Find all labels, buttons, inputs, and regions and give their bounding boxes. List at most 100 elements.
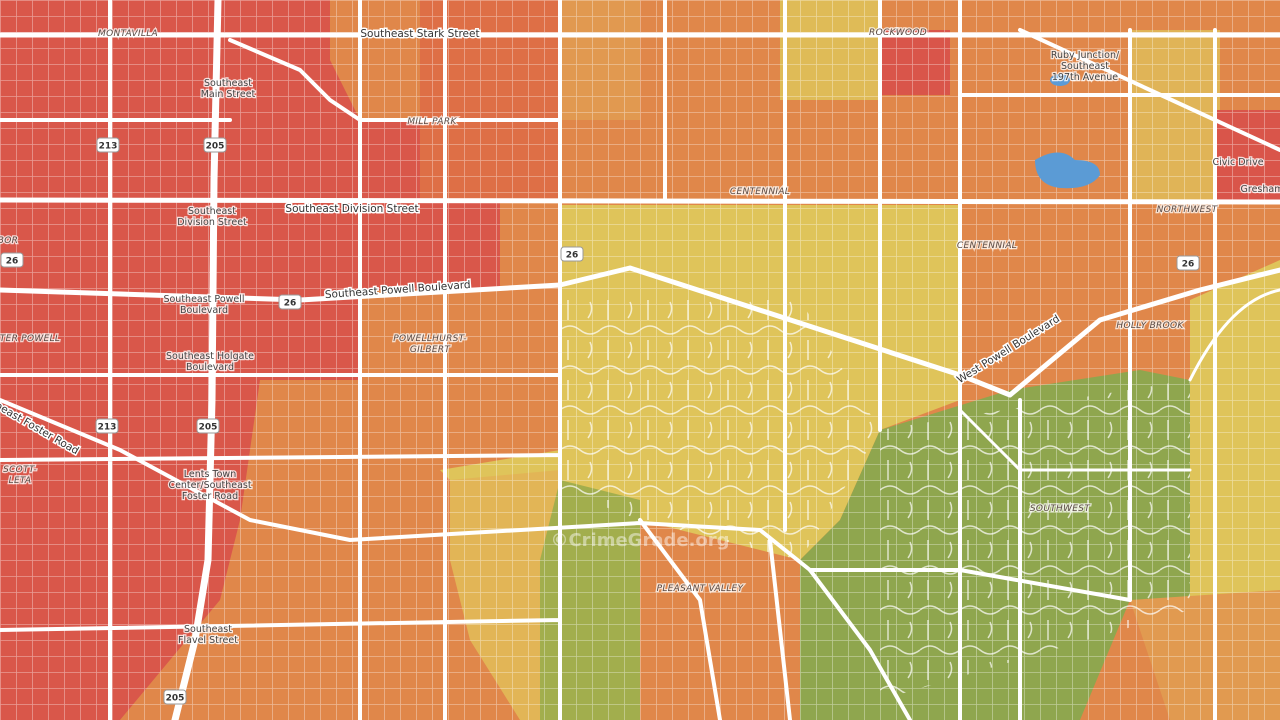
label-line: Southeast Holgate — [166, 351, 254, 362]
label-line: Southeast — [204, 78, 252, 89]
shield-body — [0, 252, 24, 268]
label-line: CENTENNIAL — [730, 187, 790, 197]
label-line: Southeast — [1061, 61, 1109, 72]
labels: MONTAVILLA Southeast Stark Street ROCKWOOD… — [0, 27, 1280, 648]
watermark: ©CrimeGrade.org — [550, 530, 729, 551]
label-line: Lents Town — [184, 469, 236, 480]
label-line: Southeast Stark Street — [360, 28, 479, 40]
label-line: HOLLY BROOK — [1116, 321, 1184, 331]
map-label: MILL PARK — [407, 117, 457, 127]
map-label: Ruby Junction/Southeast 197th Avenue — [1051, 50, 1120, 83]
shield-number: 213 — [99, 142, 118, 152]
label-line: Southeast — [188, 206, 236, 217]
shield-number: 205 — [166, 694, 185, 704]
label-line: Boulevard — [186, 362, 234, 373]
route-shield: 213 — [95, 418, 119, 434]
route-shield: 26 — [560, 246, 584, 262]
burnside — [1018, 28, 1280, 152]
label-line: 197th Avenue — [1052, 72, 1118, 83]
curvy-streets — [560, 300, 880, 560]
shield-number: 26 — [284, 299, 297, 309]
label-line: SOUTHWEST — [1030, 504, 1091, 514]
label-line: Southeast Powell — [163, 294, 244, 305]
label-line: SCOTT- — [3, 465, 37, 475]
water — [1035, 74, 1100, 189]
label-line: Flavel Street — [178, 635, 238, 646]
label-line: ROCKWOOD — [869, 28, 927, 38]
route-shield: 213 — [96, 137, 120, 153]
route-shield: 26 — [0, 252, 24, 268]
shield-number: 205 — [206, 142, 225, 152]
route-shield: 205 — [203, 137, 227, 153]
map-label: POWELLHURST-GILBERT — [393, 334, 467, 355]
label-line: POWELLHURST- — [393, 334, 467, 344]
route-shield: 205 — [163, 689, 187, 705]
label-line: LETA — [9, 476, 32, 486]
shield-number: 26 — [6, 257, 19, 267]
shield-body — [203, 137, 227, 153]
map-label: Gresham — [1241, 184, 1280, 195]
route-shield: 205 — [196, 418, 220, 434]
label-line: Center/Southeast — [168, 480, 251, 491]
label-line: Boulevard — [180, 305, 228, 316]
map-label: PLEASANT VALLEY — [657, 584, 745, 594]
map-label: Civic Drive — [1212, 157, 1263, 168]
shield-body — [278, 294, 302, 310]
label-line: GILBERT — [410, 345, 452, 355]
map-label: CENTENNIAL — [730, 187, 790, 197]
shield-number: 205 — [199, 423, 218, 433]
label-line: TER POWELL — [0, 334, 60, 344]
map-label: NORTHWEST — [1157, 205, 1219, 215]
label-line: PLEASANT VALLEY — [657, 584, 745, 594]
shield-body — [196, 418, 220, 434]
label-line: Division Street — [177, 217, 247, 228]
map-label: ROCKWOOD — [869, 28, 927, 38]
label-line: Foster Road — [182, 491, 238, 502]
map-label: CENTENNIAL — [957, 241, 1017, 251]
main-street — [228, 38, 562, 122]
label-line: Gresham — [1241, 184, 1280, 195]
route-shield: 26 — [1176, 255, 1200, 271]
label-line: Southeast — [184, 624, 232, 635]
shield-body — [163, 689, 187, 705]
collector-roads — [958, 288, 1280, 472]
shield-number: 26 — [1182, 260, 1195, 270]
division-street — [0, 197, 1280, 205]
lake — [1035, 152, 1100, 189]
shield-number: 213 — [98, 423, 117, 433]
curvy-streets-se — [880, 380, 1190, 700]
map-label: Southeast Stark Street — [360, 28, 479, 40]
shield-body — [95, 418, 119, 434]
map-label: Southeast Division Street — [177, 206, 247, 228]
label-line: BOR — [0, 236, 18, 246]
label-line: Civic Drive — [1212, 157, 1263, 168]
map-label: SOUTHWEST — [1030, 504, 1091, 514]
map-label: Lents Town Center/Southeast Foster Road — [168, 469, 251, 502]
label-line: Main Street — [201, 89, 256, 100]
map-label: BOR — [0, 236, 18, 246]
label-line: Ruby Junction/ — [1051, 50, 1120, 61]
shield-number: 26 — [566, 251, 579, 261]
label-line: CENTENNIAL — [957, 241, 1017, 251]
route-shield: 26 — [278, 294, 302, 310]
map-label: Southeast Main Street — [201, 78, 256, 100]
label-line: MONTAVILLA — [98, 29, 158, 39]
label-line: MILL PARK — [407, 117, 457, 127]
route-shields: 213 205 26 26 26 26 213 205 205 — [0, 137, 1200, 705]
map-label: Southeast Flavel Street — [178, 624, 238, 646]
map-label: HOLLY BROOK — [1116, 321, 1184, 331]
shield-body — [560, 246, 584, 262]
map-label: Southeast Powell Boulevard — [163, 294, 244, 316]
map-label: TER POWELL — [0, 334, 60, 344]
pond — [1050, 74, 1070, 86]
map-label: SCOTT-LETA — [3, 465, 37, 486]
label-line: NORTHWEST — [1157, 205, 1219, 215]
map-label: MONTAVILLA — [98, 29, 158, 39]
shield-body — [1176, 255, 1200, 271]
map-label: Southeast Holgate Boulevard — [166, 351, 254, 373]
label-line: Southeast Division Street — [285, 203, 418, 215]
